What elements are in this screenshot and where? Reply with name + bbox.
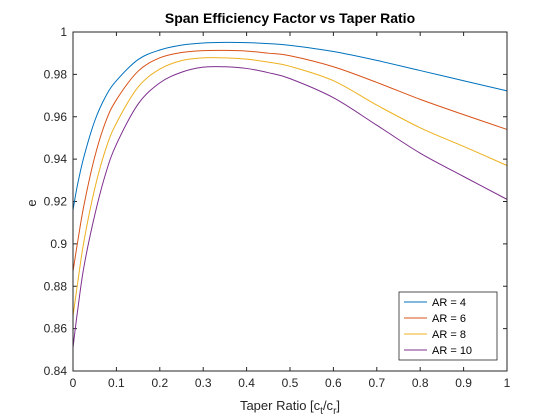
- y-tick-label: 0.84: [44, 364, 68, 378]
- plot-border: [72, 31, 508, 372]
- y-tick-label: 0.96: [44, 110, 68, 124]
- x-tick-label: 0: [70, 376, 77, 390]
- x-tick-label: 0.7: [368, 376, 385, 390]
- axis-ticks: 0 0.1 0.2 0.3 0.4 0.5 0.6 0.7 0.8 0.9 1 0.84 0.86 0.8…: [44, 25, 511, 390]
- series-line-4: [72, 66, 508, 348]
- x-tick-label: 0.5: [282, 376, 299, 390]
- x-tick-label: 0.8: [412, 376, 429, 390]
- x-tick-label: 0.6: [325, 376, 342, 390]
- legend-label: AR = 4: [432, 297, 466, 309]
- y-tick-label: 0.88: [44, 279, 68, 293]
- series-lines: [72, 41, 508, 348]
- y-tick-label: 0.92: [44, 195, 68, 209]
- x-tick-label: 0.1: [108, 376, 125, 390]
- legend-label: AR = 8: [432, 329, 466, 341]
- x-tick-label: 1: [504, 376, 511, 390]
- x-tick-label: 0.9: [455, 376, 472, 390]
- x-tick-label: 0.3: [195, 376, 212, 390]
- y-tick-label: 0.9: [50, 237, 67, 251]
- legend-label: AR = 10: [432, 345, 472, 357]
- y-tick-label: 1: [60, 25, 67, 39]
- chart-title: Span Efficiency Factor vs Taper Ratio: [165, 10, 415, 26]
- legend-label: AR = 6: [432, 313, 466, 325]
- series-line-1: [72, 41, 508, 211]
- y-tick-label: 0.94: [44, 152, 68, 166]
- x-tick-label: 0.4: [238, 376, 255, 390]
- legend: AR = 4 AR = 6 AR = 8 AR = 10: [398, 291, 498, 361]
- y-axis-label: e: [24, 199, 39, 206]
- x-axis-label: Taper Ratio [ct/cr]: [240, 398, 340, 417]
- y-tick-label: 0.86: [44, 322, 68, 336]
- series-line-2: [72, 49, 508, 272]
- y-tick-label: 0.98: [44, 67, 68, 81]
- series-line-3: [72, 57, 508, 316]
- legend-box: [398, 291, 498, 361]
- x-tick-label: 0.2: [151, 376, 168, 390]
